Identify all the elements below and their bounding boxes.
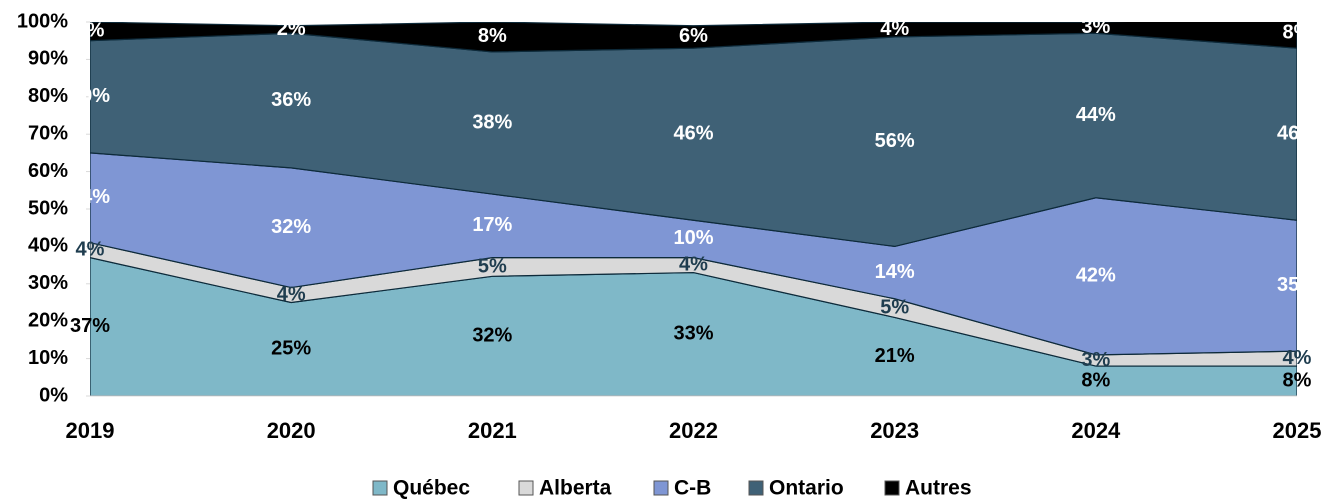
data-label: 24% xyxy=(70,186,110,208)
legend-swatch xyxy=(518,480,534,496)
legend-swatch xyxy=(748,480,764,496)
data-label: 35% xyxy=(1277,274,1317,296)
data-label: 42% xyxy=(1076,265,1116,287)
data-label: 38% xyxy=(472,111,512,133)
area xyxy=(90,22,1297,53)
x-tick-label: 2024 xyxy=(1071,418,1121,443)
legend-swatch xyxy=(884,480,900,496)
legend-label: Québec xyxy=(393,477,470,500)
y-tick-label: 100% xyxy=(17,10,68,32)
x-tick-label: 2025 xyxy=(1273,418,1322,443)
plot-area xyxy=(90,22,1297,396)
legend-label: Autres xyxy=(905,477,972,500)
data-label: 5% xyxy=(478,255,507,277)
x-tick-label: 2020 xyxy=(267,418,316,443)
data-label: 5% xyxy=(880,296,909,318)
data-label: 8% xyxy=(478,25,507,47)
data-label: 17% xyxy=(472,214,512,236)
data-label: 8% xyxy=(1081,369,1110,391)
y-tick-label: 0% xyxy=(39,384,68,406)
data-label: 4% xyxy=(880,18,909,40)
data-label: 4% xyxy=(679,253,708,275)
y-tick-label: 60% xyxy=(28,160,68,182)
y-tick-label: 50% xyxy=(28,197,68,219)
legend-label: C-B xyxy=(674,477,711,500)
data-label: 33% xyxy=(673,323,713,345)
data-label: 30% xyxy=(70,85,110,107)
y-tick-label: 90% xyxy=(28,48,68,70)
data-label: 46% xyxy=(1277,122,1317,144)
data-label: 56% xyxy=(875,130,915,152)
y-tick-label: 80% xyxy=(28,85,68,107)
data-label: 32% xyxy=(472,324,512,346)
data-label: 10% xyxy=(673,227,713,249)
legend-swatch xyxy=(653,480,669,496)
data-label: 21% xyxy=(875,345,915,367)
data-label: 8% xyxy=(1283,22,1312,44)
data-label: 3% xyxy=(1081,349,1110,371)
y-tick-label: 20% xyxy=(28,309,68,331)
data-label: 44% xyxy=(1076,104,1116,126)
data-label: 37% xyxy=(70,315,110,337)
y-tick-label: 10% xyxy=(28,347,68,369)
x-tick-label: 2022 xyxy=(669,418,718,443)
data-label: 4% xyxy=(277,283,306,305)
legend-label: Alberta xyxy=(539,477,612,500)
x-tick-label: 2021 xyxy=(468,418,517,443)
data-label: 2% xyxy=(277,18,306,40)
x-tick-label: 2019 xyxy=(66,418,115,443)
data-label: 8% xyxy=(1283,369,1312,391)
legend-swatch xyxy=(372,480,388,496)
x-tick-label: 2023 xyxy=(870,418,919,443)
y-tick-label: 70% xyxy=(28,122,68,144)
y-tick-label: 30% xyxy=(28,272,68,294)
data-label: 6% xyxy=(679,25,708,47)
data-label: 5% xyxy=(76,20,105,42)
data-label: 36% xyxy=(271,89,311,111)
data-label: 32% xyxy=(271,216,311,238)
data-label: 3% xyxy=(1081,16,1110,38)
legend-label: Ontario xyxy=(769,477,844,500)
y-tick-label: 40% xyxy=(28,235,68,257)
data-label: 4% xyxy=(1283,347,1312,369)
data-label: 25% xyxy=(271,338,311,360)
data-label: 46% xyxy=(673,122,713,144)
data-label: 4% xyxy=(76,238,105,260)
data-label: 14% xyxy=(875,261,915,283)
